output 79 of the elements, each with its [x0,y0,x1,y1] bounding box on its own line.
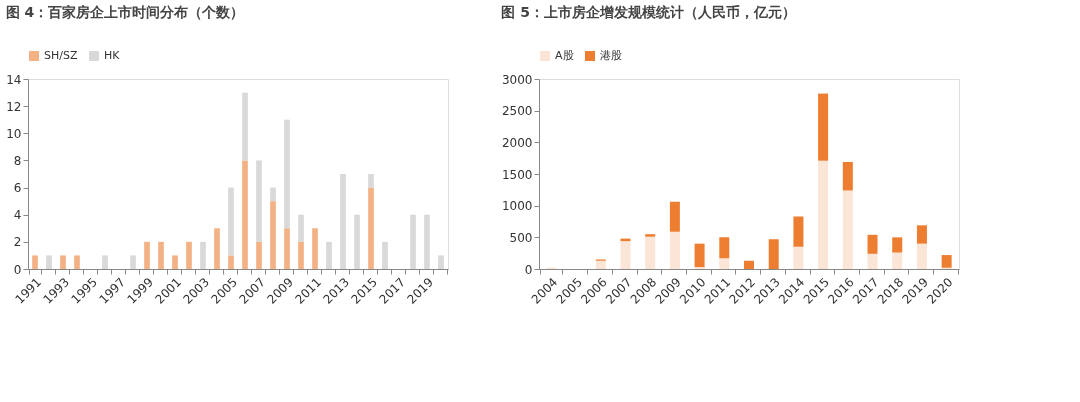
bar [892,237,903,253]
bar [158,241,164,269]
bar [228,187,234,256]
bar [941,255,952,268]
bar [172,255,178,269]
bar [719,258,730,269]
bar [669,201,680,232]
bar [60,255,66,269]
bar [298,241,304,269]
y-tick-label: 2000 [501,135,533,150]
y-tick-label: 500 [509,230,533,245]
y-tick-label: 0 [13,262,22,277]
bar [842,161,853,191]
bar [867,253,878,269]
bar [424,214,430,269]
y-tick-label: 12 [6,99,22,114]
legend-label: A股 [555,49,574,62]
bar [892,252,903,269]
bar [256,160,262,242]
chart-title: 图 4：百家房企上市时间分布（个数） [5,4,245,20]
bar [200,241,206,269]
bar [242,92,248,161]
bar [382,241,388,269]
bar [818,93,829,161]
bar [916,243,927,269]
bar [595,260,606,269]
bar [130,255,136,269]
bar [842,190,853,269]
bar [768,239,779,269]
y-tick-label: 0 [524,262,533,277]
chart-title: 图 5：上市房企增发规模统计（人民币，亿元） [501,4,797,20]
bar [312,228,318,269]
bar [270,187,276,202]
bar [256,241,262,269]
bar [284,228,290,269]
y-tick-label: 6 [13,181,22,196]
bar [354,214,360,269]
y-tick-label: 2500 [501,104,533,119]
bar [340,174,346,269]
bar [793,246,804,269]
y-tick-label: 10 [6,126,22,141]
y-tick-label: 8 [13,153,22,168]
legend-label: 港股 [600,49,622,62]
bar [719,237,730,259]
bar [102,255,108,269]
bar [368,174,374,188]
bar [214,228,220,269]
bar [298,214,304,242]
bar [867,234,878,254]
bar [694,243,705,268]
legend-label: HK [104,49,121,62]
bar [74,255,80,269]
bar [144,241,150,269]
bar [793,216,804,247]
bar [438,255,444,269]
y-tick-label: 4 [13,208,22,223]
bar [186,241,192,269]
y-tick-label: 1500 [501,167,533,182]
bar [228,255,234,269]
bar [620,241,631,269]
bar [242,160,248,269]
bar [744,260,754,269]
y-tick-label: 14 [6,72,22,87]
bar [645,236,656,269]
bar [284,119,290,229]
legend-label: SH/SZ [44,49,78,62]
y-tick-label: 3000 [501,72,533,87]
y-tick-label: 1000 [501,199,533,214]
bar [669,231,680,269]
bar [46,255,52,269]
bar [645,234,656,237]
bar [368,187,374,269]
bar [270,201,276,269]
bar [916,225,927,244]
y-tick-label: 2 [13,235,22,250]
bar [32,255,38,269]
bar [818,160,829,269]
bar [326,241,332,269]
bar [410,214,416,269]
